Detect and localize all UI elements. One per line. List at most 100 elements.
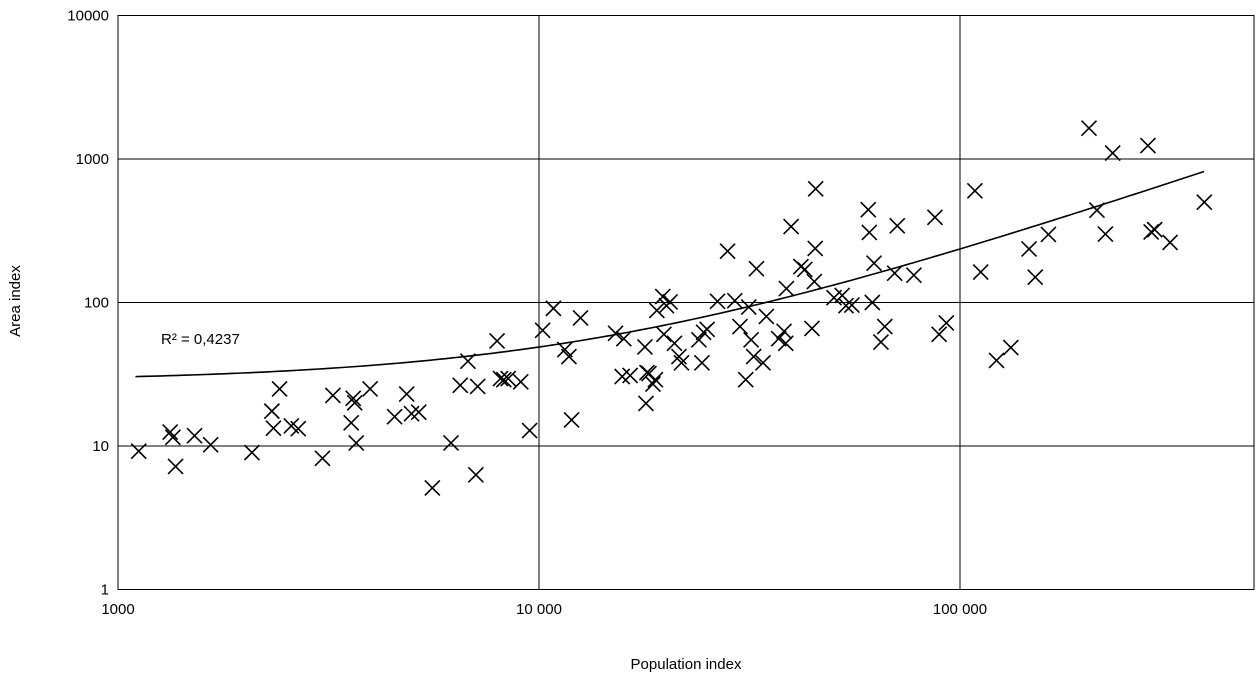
data-point bbox=[1040, 226, 1057, 243]
r-squared-annotation: R² = 0,4237 bbox=[161, 331, 240, 348]
data-point bbox=[243, 444, 260, 461]
data-point bbox=[745, 348, 762, 365]
data-point bbox=[398, 386, 415, 403]
y-tick-label: 100 bbox=[84, 295, 109, 312]
data-point bbox=[872, 334, 890, 351]
x-tick-label: 1000 bbox=[101, 601, 134, 618]
data-point bbox=[534, 322, 551, 339]
data-point bbox=[988, 352, 1005, 369]
data-point bbox=[644, 376, 662, 393]
data-point bbox=[777, 335, 794, 352]
data-point bbox=[778, 280, 795, 297]
data-point bbox=[263, 403, 280, 420]
data-point bbox=[837, 297, 855, 314]
data-point bbox=[807, 180, 824, 197]
data-point bbox=[348, 434, 365, 452]
data-point bbox=[662, 293, 679, 310]
data-point bbox=[666, 335, 683, 352]
y-axis-title: Area index bbox=[7, 265, 24, 337]
data-point bbox=[926, 209, 944, 226]
data-point bbox=[737, 371, 754, 388]
y-tick-label: 10 bbox=[92, 438, 109, 455]
data-point bbox=[345, 390, 362, 407]
data-point bbox=[709, 293, 726, 310]
data-point bbox=[1143, 223, 1160, 241]
trendline bbox=[135, 170, 1205, 378]
data-point bbox=[572, 309, 589, 327]
data-point bbox=[1002, 339, 1019, 356]
data-point bbox=[615, 330, 632, 347]
data-point bbox=[488, 332, 506, 349]
data-point bbox=[1021, 240, 1038, 258]
data-point bbox=[865, 255, 883, 272]
data-point bbox=[512, 373, 529, 390]
data-point bbox=[500, 370, 517, 387]
data-point bbox=[459, 353, 477, 370]
data-point bbox=[560, 348, 578, 365]
data-point bbox=[648, 302, 665, 319]
data-point bbox=[972, 263, 989, 281]
data-point bbox=[290, 420, 307, 437]
data-point bbox=[860, 201, 877, 218]
data-point bbox=[731, 318, 749, 335]
data-point bbox=[265, 420, 282, 437]
data-point bbox=[410, 404, 427, 421]
data-point bbox=[938, 314, 955, 332]
data-point bbox=[905, 267, 922, 284]
data-point bbox=[1196, 194, 1213, 211]
data-point bbox=[886, 265, 903, 282]
data-point bbox=[202, 436, 219, 453]
x-axis-title: Population index bbox=[631, 656, 742, 673]
data-point bbox=[1162, 234, 1179, 251]
data-point bbox=[614, 368, 631, 385]
data-point bbox=[636, 338, 654, 356]
data-point bbox=[1027, 269, 1044, 286]
data-point bbox=[864, 294, 881, 311]
data-point bbox=[654, 288, 671, 305]
data-point bbox=[167, 458, 184, 475]
gridlines bbox=[118, 15, 1254, 590]
y-tick-label: 10000 bbox=[67, 8, 109, 25]
data-point bbox=[783, 218, 800, 235]
data-point bbox=[690, 331, 707, 348]
data-point bbox=[1146, 221, 1163, 238]
data-point bbox=[164, 429, 181, 446]
data-point bbox=[495, 371, 512, 388]
data-point bbox=[362, 380, 379, 397]
data-point bbox=[770, 330, 787, 347]
data-point bbox=[807, 240, 824, 257]
data-point bbox=[343, 414, 360, 431]
data-point bbox=[796, 261, 813, 278]
data-point bbox=[563, 411, 580, 428]
data-point bbox=[670, 348, 688, 365]
data-point bbox=[186, 427, 203, 444]
data-point bbox=[1097, 225, 1114, 243]
data-point bbox=[469, 378, 486, 395]
data-point bbox=[693, 354, 711, 371]
data-point bbox=[346, 394, 363, 411]
data-point bbox=[861, 224, 878, 241]
data-point bbox=[803, 320, 821, 337]
data-point bbox=[889, 217, 906, 234]
x-tick-label: 10 000 bbox=[516, 601, 562, 618]
data-point bbox=[748, 260, 765, 277]
data-point bbox=[521, 422, 538, 439]
data-point bbox=[403, 405, 420, 422]
data-point bbox=[545, 300, 562, 317]
data-point bbox=[843, 296, 860, 314]
y-tick-label: 1000 bbox=[76, 151, 109, 168]
data-point bbox=[1104, 144, 1121, 162]
data-point bbox=[607, 325, 624, 342]
data-point bbox=[966, 182, 983, 199]
data-point bbox=[637, 395, 655, 412]
data-point bbox=[719, 243, 736, 260]
data-point bbox=[467, 466, 484, 483]
data-points bbox=[130, 120, 1213, 497]
data-point bbox=[647, 371, 664, 388]
y-tick-labels: 1 10 100 1000 10000 bbox=[67, 8, 109, 599]
data-point bbox=[386, 408, 403, 425]
data-point bbox=[452, 377, 469, 394]
data-point bbox=[442, 434, 460, 452]
data-point bbox=[673, 354, 690, 371]
